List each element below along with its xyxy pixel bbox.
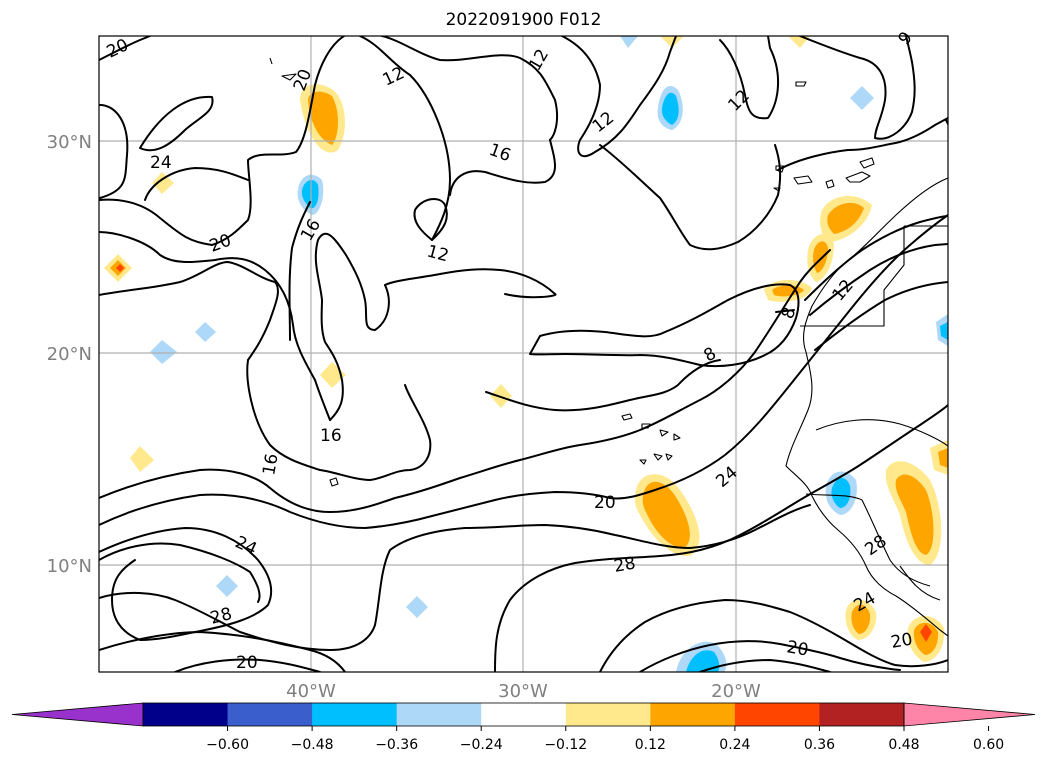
anomaly-negative	[940, 322, 948, 340]
anomaly-negative	[406, 596, 428, 618]
map-frame-border	[98, 35, 949, 673]
lat-label-10n: 10°N	[47, 556, 92, 577]
colorbar-segment	[312, 703, 398, 726]
lon-label-40w: 40°W	[286, 681, 336, 702]
grid-lines	[99, 36, 948, 672]
contour-label: 16	[320, 426, 342, 446]
colorbar-segment	[565, 703, 651, 726]
anomaly-positive	[813, 241, 828, 273]
colorbar-tick-label: −0.36	[375, 737, 418, 753]
anomaly-positive	[660, 36, 684, 48]
anomaly-negative	[620, 36, 638, 48]
colorbar-tick-label: −0.48	[291, 737, 334, 753]
colorbar-tick-label: 0.48	[888, 737, 919, 753]
lon-label-30w: 30°W	[498, 681, 548, 702]
anomaly-positive	[642, 481, 690, 548]
contour-label: 28	[612, 553, 637, 576]
colorbar-outline	[142, 702, 905, 727]
colorbar-tick-label: 0.60	[973, 737, 1004, 753]
anomaly-positive	[490, 384, 512, 408]
lat-label-20n: 20°N	[47, 344, 92, 365]
anomaly-positive	[308, 91, 338, 145]
anomaly-negative	[216, 575, 238, 597]
colorbar-segment	[227, 703, 313, 726]
contour-label: 20	[889, 629, 914, 652]
lon-label-20w: 20°W	[711, 681, 761, 702]
lat-label-30n: 30°N	[47, 132, 92, 153]
contour-label: 20	[594, 493, 616, 513]
colorbar-segment	[481, 703, 567, 726]
colorbar-segment	[734, 703, 820, 726]
colorbar-tick-label: −0.12	[544, 737, 587, 753]
contour-label: 20	[785, 637, 810, 660]
anomaly-negative	[301, 179, 319, 209]
anomaly-negative	[661, 92, 679, 125]
colorbar-tick-label: −0.60	[206, 737, 249, 753]
anomaly-positive	[130, 446, 154, 472]
anomaly-positive	[788, 36, 810, 48]
anomaly-positive	[895, 474, 934, 555]
anomaly-positive	[920, 624, 932, 642]
anomaly-positive	[152, 172, 174, 194]
colorbar-tick-label: 0.12	[635, 737, 666, 753]
anomaly-positive	[827, 202, 864, 234]
contour-lines	[99, 36, 948, 672]
colorbar-tick-label: 0.24	[719, 737, 750, 753]
anomaly-positive	[851, 604, 871, 634]
colorbar-segment	[650, 703, 736, 726]
anomaly-positive	[116, 264, 124, 272]
colorbar-segment	[143, 703, 229, 726]
anomaly-positive	[938, 448, 948, 468]
colorbar-extend-low	[11, 702, 144, 727]
anomaly-positive	[320, 362, 346, 388]
anomaly-negative	[831, 477, 851, 508]
colorbar-segment	[396, 703, 482, 726]
anomaly-negative	[195, 322, 216, 342]
colorbar: −0.60 −0.48 −0.36 −0.24 −0.12 0.12 0.24 0.36 0.4…	[11, 702, 1036, 753]
anomaly-negative	[150, 340, 177, 364]
anomaly-negative	[850, 86, 874, 110]
contour-label: 16	[259, 452, 282, 477]
map-title: 2022091900 F012	[445, 10, 602, 30]
anomaly-negative	[686, 650, 720, 672]
colorbar-segment	[819, 703, 905, 726]
contour-label: 24	[150, 153, 172, 173]
contour-label: 20	[236, 653, 258, 673]
colorbar-extend-high	[903, 702, 1036, 727]
colorbar-tick-label: −0.24	[460, 737, 503, 753]
colorbar-tick-label: 0.36	[804, 737, 835, 753]
